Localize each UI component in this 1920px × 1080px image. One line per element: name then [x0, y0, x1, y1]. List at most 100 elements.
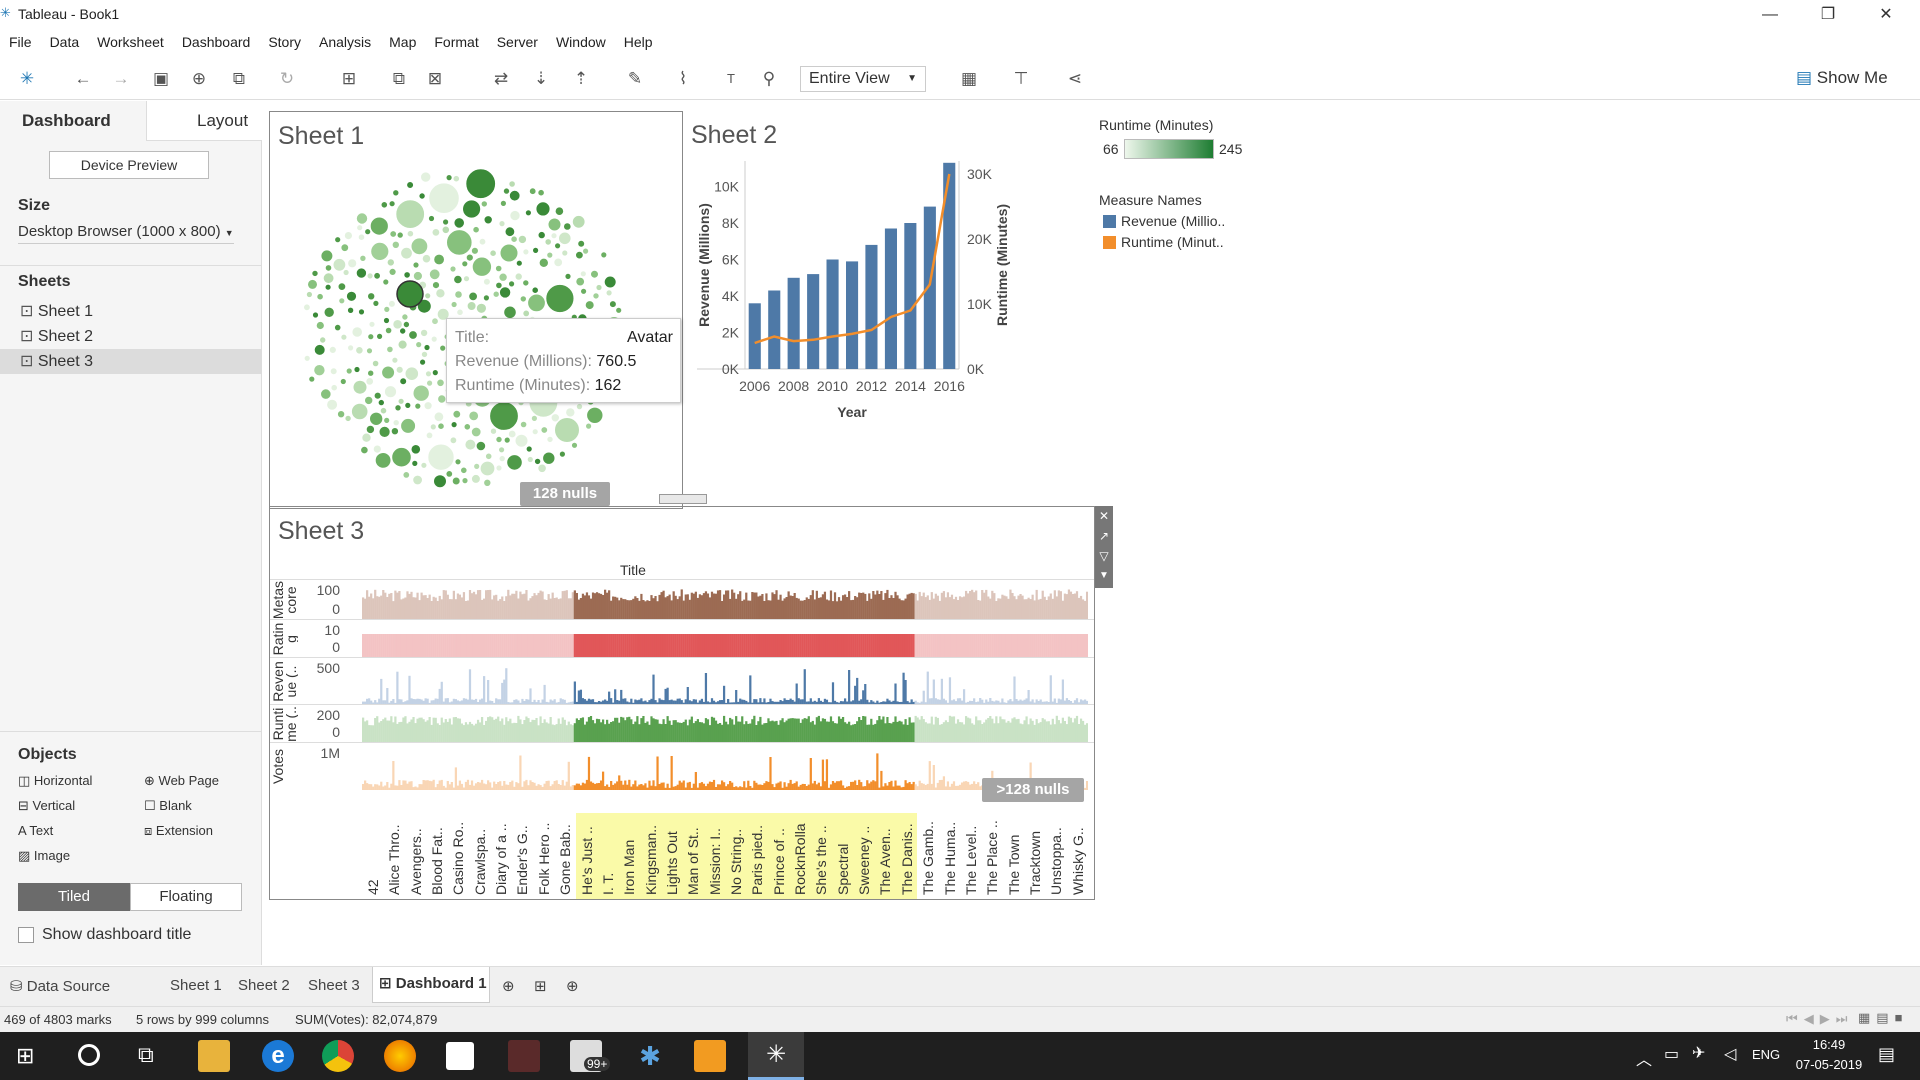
row-bar-mark[interactable]	[797, 698, 800, 705]
row-bars[interactable]	[362, 743, 1088, 790]
row-bar-mark[interactable]	[868, 724, 871, 743]
row-bar-mark[interactable]	[813, 599, 816, 620]
row-bar-mark[interactable]	[930, 698, 933, 705]
row-bar-mark[interactable]	[779, 781, 782, 790]
row-bar-mark[interactable]	[591, 592, 595, 621]
row-bar-mark[interactable]	[817, 634, 820, 658]
bubble-mark[interactable]	[534, 457, 542, 465]
row-bar-mark[interactable]	[987, 701, 990, 705]
row-bar-mark[interactable]	[1019, 699, 1022, 705]
row-bar-mark[interactable]	[787, 718, 790, 743]
row-bar-mark[interactable]	[755, 782, 758, 790]
row-bar-mark[interactable]	[662, 590, 665, 620]
clear-sheet-icon[interactable]: ⊠	[427, 69, 443, 88]
row-bar-mark[interactable]	[470, 699, 474, 706]
row-bar-mark[interactable]	[920, 634, 923, 658]
row-bar-mark[interactable]	[811, 783, 814, 790]
bubble-mark[interactable]	[453, 217, 465, 229]
row-bar-mark[interactable]	[426, 720, 429, 743]
row-bar-mark[interactable]	[864, 716, 867, 743]
row-bar-mark[interactable]	[487, 680, 490, 705]
row-bar-mark[interactable]	[712, 593, 716, 621]
row-bar-mark[interactable]	[432, 596, 435, 620]
row-bar-mark[interactable]	[476, 782, 480, 790]
row-bar-mark[interactable]	[1021, 634, 1024, 658]
row-bar-mark[interactable]	[700, 634, 704, 658]
tab-dashboard-1[interactable]: ⊞ Dashboard 1	[372, 967, 490, 1003]
row-bar-mark[interactable]	[650, 634, 653, 658]
bubble-mark[interactable]	[367, 292, 376, 301]
row-bar-mark[interactable]	[948, 597, 952, 620]
row-bar-mark[interactable]	[811, 701, 814, 705]
row-bar-mark[interactable]	[890, 595, 893, 620]
row-bar-mark[interactable]	[898, 720, 901, 743]
row-bar-mark[interactable]	[464, 781, 468, 790]
row-bar-mark[interactable]	[525, 779, 528, 790]
row-bar-mark[interactable]	[456, 718, 459, 743]
row-bar-mark[interactable]	[382, 590, 385, 620]
row-bar-mark[interactable]	[549, 634, 552, 658]
row-bar-mark[interactable]	[480, 634, 484, 658]
row-bar-mark[interactable]	[1077, 634, 1081, 658]
row-bar-mark[interactable]	[503, 634, 506, 658]
row-bar-mark[interactable]	[414, 597, 417, 621]
row-bar-mark[interactable]	[442, 590, 445, 620]
row-bar-mark[interactable]	[858, 592, 861, 620]
row-bar-mark[interactable]	[585, 721, 589, 743]
row-bar-mark[interactable]	[678, 698, 681, 706]
row-bar-mark[interactable]	[541, 786, 544, 790]
row-bar-mark[interactable]	[993, 723, 996, 743]
x-category-label[interactable]: Gone Bab..	[557, 824, 574, 895]
row-bar-mark[interactable]	[745, 721, 748, 743]
row-bar-mark[interactable]	[658, 784, 661, 790]
close-icon[interactable]: ✕	[1879, 6, 1893, 23]
bubble-mark[interactable]	[442, 218, 450, 226]
row-bar-mark[interactable]	[805, 634, 808, 658]
bubble-mark[interactable]	[558, 450, 566, 458]
row-bar-mark[interactable]	[575, 783, 578, 790]
row-bar-mark[interactable]	[696, 719, 699, 743]
row-bar-mark[interactable]	[983, 592, 986, 620]
row-bar-mark[interactable]	[418, 600, 421, 620]
row-bar-mark[interactable]	[890, 701, 893, 705]
row-bar-mark[interactable]	[581, 717, 585, 743]
clock-time[interactable]: 16:49	[1812, 1037, 1846, 1052]
row-bar-mark[interactable]	[571, 701, 574, 705]
row-bar-mark[interactable]	[878, 716, 881, 743]
row-bar-mark[interactable]	[714, 720, 718, 743]
row-bar-mark[interactable]	[997, 700, 1000, 705]
row-bar-mark[interactable]	[531, 702, 534, 705]
row-bar-mark[interactable]	[1049, 675, 1052, 705]
row-bar-mark[interactable]	[597, 701, 601, 705]
row-bar-mark[interactable]	[997, 723, 1000, 743]
menu-item-help[interactable]: Help	[623, 34, 653, 50]
row-bar-mark[interactable]	[646, 721, 649, 744]
row-bar-mark[interactable]	[680, 634, 683, 658]
windows-start-icon[interactable]: ⊞	[16, 1043, 35, 1068]
row-bar-mark[interactable]	[964, 702, 968, 705]
row-bar-mark[interactable]	[392, 634, 395, 658]
row-bar-mark[interactable]	[374, 634, 377, 658]
row-bar-mark[interactable]	[1023, 699, 1026, 705]
bubble-mark[interactable]	[404, 366, 419, 381]
row-bar-mark[interactable]	[682, 634, 685, 658]
row-bar-mark[interactable]	[819, 786, 822, 790]
row-bar-mark[interactable]	[595, 702, 599, 705]
x-category-label[interactable]: The Level..	[962, 825, 979, 895]
row-bar-mark[interactable]	[848, 721, 851, 743]
row-bar-mark[interactable]	[985, 699, 988, 706]
row-bar-mark[interactable]	[555, 724, 558, 743]
bubble-mark[interactable]	[431, 228, 441, 237]
row-bar-mark[interactable]	[698, 594, 701, 620]
row-bar-mark[interactable]	[1083, 600, 1087, 620]
bubble-mark[interactable]	[461, 260, 469, 268]
row-bar-mark[interactable]	[942, 698, 946, 705]
bubble-mark[interactable]	[586, 406, 604, 424]
row-bar-mark[interactable]	[622, 698, 625, 705]
row-bar-mark[interactable]	[803, 600, 806, 620]
row-bar-mark[interactable]	[737, 721, 740, 744]
row-bar-mark[interactable]	[1055, 596, 1058, 620]
row-bar-mark[interactable]	[444, 719, 447, 743]
menu-item-format[interactable]: Format	[434, 34, 479, 50]
row-bar-mark[interactable]	[396, 671, 399, 705]
